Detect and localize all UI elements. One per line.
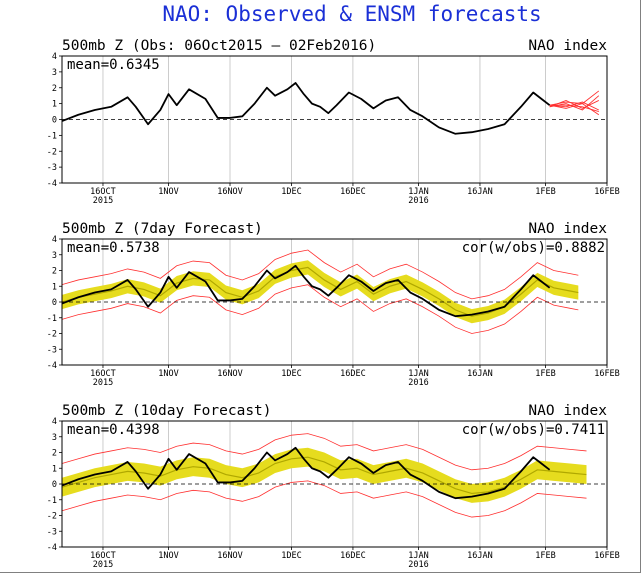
y-tick-label: -3	[47, 345, 57, 355]
x-tick-label: 1NOV	[158, 551, 178, 561]
x-tick-year-label: 2016	[408, 560, 428, 570]
y-tick-label: 1	[52, 282, 57, 292]
y-tick-label: -4	[47, 543, 57, 553]
x-tick-label: 16NOV	[217, 187, 243, 197]
x-tick-label: 16DEC	[340, 187, 366, 197]
x-tick-label: 16FEB	[594, 551, 620, 561]
y-tick-label: 2	[52, 267, 57, 277]
y-tick-label: -3	[47, 527, 57, 537]
y-tick-label: 2	[52, 84, 57, 94]
x-tick-label: 16FEB	[594, 187, 620, 197]
chart-panel-1: 500mb Z (Obs: 06Oct2015 – 02Feb2016) NAO …	[47, 38, 620, 206]
x-tick-label: 16JAN	[467, 551, 493, 561]
y-tick-label: -1	[47, 131, 57, 141]
x-tick-label: 16JAN	[467, 369, 493, 379]
x-tick-year-label: 2016	[408, 378, 428, 388]
panel-index-label: NAO index	[528, 403, 607, 419]
y-tick-label: -4	[47, 361, 57, 371]
forecast-member-line-6	[549, 101, 600, 111]
forecast-member-line-5	[549, 95, 600, 111]
y-tick-label: 3	[52, 433, 57, 443]
x-tick-label: 1FEB	[535, 187, 555, 197]
panel-index-label: NAO index	[528, 38, 607, 54]
x-tick-label: 16FEB	[594, 369, 620, 379]
panel-title: 500mb Z (Obs: 06Oct2015 – 02Feb2016)	[62, 38, 376, 54]
y-tick-label: -2	[47, 330, 57, 340]
x-tick-label: 1JAN	[408, 369, 428, 379]
y-tick-label: 1	[52, 100, 57, 110]
observed-nao-line	[61, 264, 551, 318]
y-tick-label: 3	[52, 251, 57, 261]
figure-title: NAO: Observed & ENSM forecasts	[162, 2, 541, 26]
x-tick-label: 16NOV	[217, 551, 243, 561]
x-tick-label: 16OCT	[90, 187, 116, 197]
x-tick-label: 1DEC	[281, 187, 301, 197]
forecast-member-line-4	[549, 103, 600, 116]
x-tick-label: 16OCT	[90, 369, 116, 379]
y-tick-label: -1	[47, 314, 57, 324]
panel-title: 500mb Z (7day Forecast)	[62, 221, 263, 237]
panel-title: 500mb Z (10day Forecast)	[62, 403, 272, 419]
y-tick-label: 0	[52, 116, 57, 126]
ensemble-lower-bound-line	[61, 284, 579, 334]
x-tick-label: 1JAN	[408, 187, 428, 197]
panel-index-label: NAO index	[528, 221, 607, 237]
y-tick-label: -2	[47, 147, 57, 157]
y-tick-label: 4	[52, 52, 57, 62]
y-tick-label: 4	[52, 417, 57, 427]
x-tick-label: 16OCT	[90, 551, 116, 561]
y-tick-label: -2	[47, 512, 57, 522]
y-tick-label: 0	[52, 480, 57, 490]
x-tick-label: 16NOV	[217, 369, 243, 379]
ensemble-upper-bound-line	[61, 249, 579, 300]
ensemble-lower-bound-line	[61, 480, 587, 518]
x-tick-label: 16DEC	[340, 551, 366, 561]
x-tick-year-label: 2016	[408, 196, 428, 206]
x-tick-label: 1NOV	[158, 187, 178, 197]
x-tick-label: 1FEB	[535, 369, 555, 379]
x-tick-year-label: 2015	[93, 378, 113, 388]
y-tick-label: -3	[47, 163, 57, 173]
x-tick-label: 1NOV	[158, 369, 178, 379]
x-tick-label: 16JAN	[467, 187, 493, 197]
x-tick-year-label: 2015	[93, 560, 113, 570]
y-tick-label: 3	[52, 68, 57, 78]
y-tick-label: 2	[52, 449, 57, 459]
correlation-label: cor(w/obs)=0.8882	[462, 240, 605, 256]
mean-label: mean=0.6345	[67, 57, 160, 73]
y-tick-label: 1	[52, 464, 57, 474]
y-tick-label: 0	[52, 298, 57, 308]
observed-nao-line	[61, 82, 551, 135]
ensemble-upper-bound-line	[61, 433, 587, 471]
x-tick-year-label: 2015	[93, 196, 113, 206]
x-tick-label: 16DEC	[340, 369, 366, 379]
x-tick-label: 1JAN	[408, 551, 428, 561]
y-tick-label: 4	[52, 235, 57, 245]
chart-panel-3: 500mb Z (10day Forecast) NAO index mean=0.…	[47, 403, 620, 570]
forecast-member-line-2	[549, 90, 600, 106]
ensemble-spread-band	[62, 260, 579, 324]
observed-nao-line	[61, 446, 551, 500]
x-tick-label: 1DEC	[281, 551, 301, 561]
chart-panel-2: 500mb Z (7day Forecast) NAO index mean=0.5…	[47, 221, 620, 388]
mean-label: mean=0.4398	[67, 422, 160, 438]
ensemble-mean-line	[61, 456, 587, 495]
correlation-label: cor(w/obs)=0.7411	[462, 422, 605, 438]
x-tick-label: 1FEB	[535, 551, 555, 561]
x-tick-label: 1DEC	[281, 369, 301, 379]
y-tick-label: -4	[47, 179, 57, 189]
mean-label: mean=0.5738	[67, 240, 160, 256]
x-grid	[102, 239, 546, 365]
y-tick-label: -1	[47, 496, 57, 506]
